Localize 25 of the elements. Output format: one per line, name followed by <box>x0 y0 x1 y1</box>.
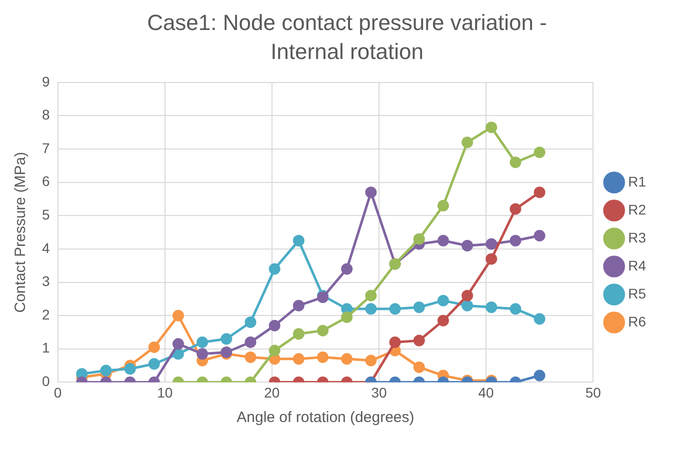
legend-label: R5 <box>628 285 646 302</box>
x-tick-label: 40 <box>478 384 494 400</box>
chart-title: Case1: Node contact pressure variation - Internal rotation <box>147 9 547 66</box>
x-tick-label: 10 <box>157 384 173 400</box>
y-tick-label: 2 <box>42 306 50 322</box>
x-tick-label: 50 <box>585 384 602 400</box>
y-tick-label: 5 <box>42 206 50 223</box>
y-tick-label: 9 <box>42 73 50 90</box>
y-tick-label: 6 <box>42 173 50 190</box>
y-tick-label: 0 <box>42 373 50 390</box>
x-tick-label: 20 <box>264 384 280 400</box>
y-tick-label: 8 <box>42 106 50 123</box>
x-tick-label: 0 <box>54 384 62 400</box>
legend-label: R3 <box>628 229 646 246</box>
y-tick-label: 3 <box>42 273 50 290</box>
y-tick-label: 1 <box>42 340 50 356</box>
legend-label: R1 <box>628 173 646 190</box>
legend-label: R2 <box>628 201 646 218</box>
y-tick-label: 4 <box>42 240 50 256</box>
y-tick-label: 7 <box>42 140 50 156</box>
x-axis-title: Angle of rotation (degrees) <box>236 409 414 426</box>
legend-label: R6 <box>628 313 646 330</box>
x-tick-label: 30 <box>371 384 387 400</box>
legend-label: R4 <box>628 257 646 274</box>
y-axis-title: Contact Pressure (MPa) <box>12 152 30 313</box>
